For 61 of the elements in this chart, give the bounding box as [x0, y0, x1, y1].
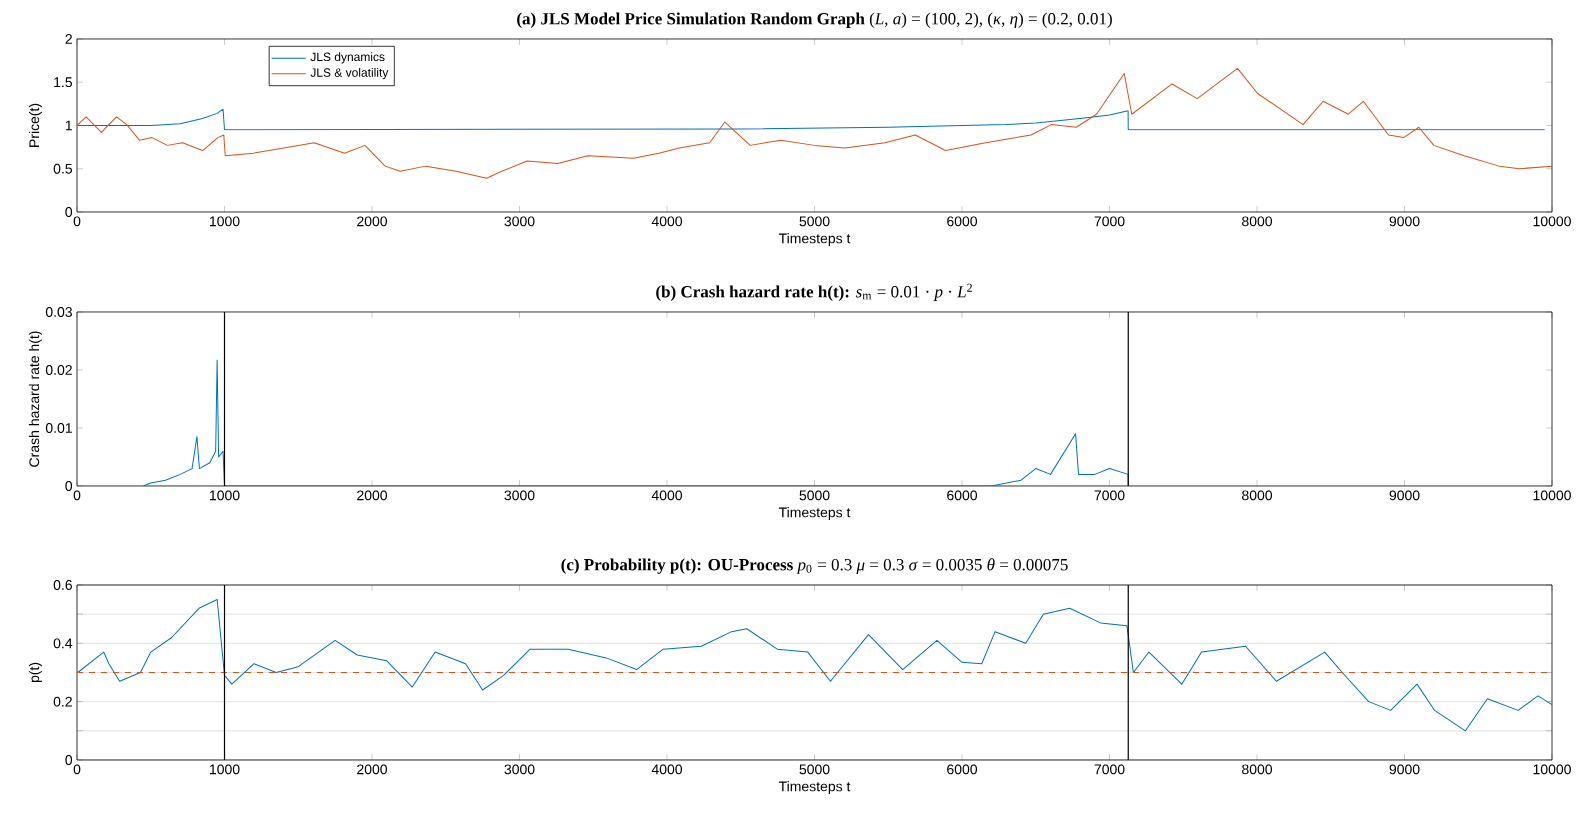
x-tick-label: 9000: [1389, 764, 1420, 775]
x-tick-label: 8000: [1242, 490, 1273, 501]
x-tick-label: 2000: [357, 490, 388, 501]
y-tick-label: 1: [65, 120, 72, 131]
x-tick-label: 2000: [357, 764, 388, 775]
x-tick-label: 7000: [1094, 216, 1125, 227]
x-tick-label: 0: [73, 764, 81, 775]
x-tick-label: 1000: [210, 216, 240, 227]
x-tick-label: 2000: [357, 216, 388, 227]
x-tick-label: 0: [73, 216, 81, 227]
x-axis-title: Timesteps t: [778, 507, 851, 521]
x-axis-title: Timesteps t: [778, 233, 851, 247]
y-tick-label: 0.4: [53, 638, 73, 649]
y-tick-label: 2: [65, 34, 72, 44]
y-tick-label: 0.02: [45, 365, 72, 375]
y-tick-label: 0.6: [53, 580, 72, 590]
x-tick-label: 8000: [1242, 764, 1273, 775]
x-tick-label: 3000: [504, 216, 535, 227]
chart-title: (b) Crash hazard rate h(t): s$_{m}$ = 0.01 · p · L$^{2}$: [656, 283, 972, 301]
x-tick-label: 3000: [504, 490, 535, 501]
y-tick-label: 1.5: [54, 77, 72, 88]
line-series: [77, 108, 1546, 131]
x-tick-label: 4000: [651, 764, 683, 775]
x-tick-label: 4000: [651, 490, 683, 501]
y-tick-label: 0.5: [53, 163, 72, 174]
x-tick-label: 10000: [1533, 216, 1571, 227]
x-tick-label: 9000: [1389, 216, 1420, 227]
line-series: [77, 599, 1553, 732]
x-tick-label: 1000: [210, 764, 240, 775]
line-series: [142, 359, 1129, 486]
y-tick-label: 0: [65, 755, 73, 765]
y-tick-label: 0: [65, 481, 73, 491]
y-tick-label: 0: [65, 207, 73, 217]
x-tick-label: 8000: [1242, 216, 1273, 227]
x-tick-label: 1000: [210, 490, 240, 501]
x-axis-title: Timesteps t: [778, 781, 851, 795]
x-tick-label: 9000: [1389, 490, 1420, 501]
y-tick-label: 0.03: [45, 307, 72, 317]
x-tick-label: 6000: [947, 216, 978, 227]
chart-title: (a) JLS Model Price Simulation Random Graph (L, a) = (100, 2), (κ, η) = (0.2, 0.01): [517, 12, 1112, 28]
legend-label: JLS & volatility: [310, 67, 389, 80]
x-tick-label: 6000: [947, 764, 978, 775]
x-tick-label: 4000: [651, 216, 683, 227]
y-tick-label: 0.01: [45, 423, 72, 433]
x-tick-label: 10000: [1533, 764, 1571, 775]
line-series: [77, 67, 1553, 179]
x-tick-label: 6000: [947, 490, 978, 501]
x-tick-label: 7000: [1094, 490, 1125, 501]
x-tick-label: 10000: [1533, 490, 1571, 501]
legend-label: JLS dynamics: [310, 52, 385, 64]
chart-title: (c) Probability p(t): OU-Process p$_{0}$ = 0.3 μ = 0.3 σ = 0.0035 θ = 0.00075: [561, 558, 1068, 574]
y-axis-title: Price(t): [28, 103, 42, 147]
x-tick-label: 3000: [504, 764, 535, 775]
x-tick-label: 5000: [799, 764, 830, 775]
y-tick-label: 0.2: [53, 696, 72, 707]
x-tick-label: 0: [73, 490, 81, 501]
y-axis-title: p(t): [28, 662, 42, 683]
x-tick-label: 7000: [1094, 764, 1125, 775]
y-axis-title: Crash hazard rate h(t): [28, 331, 42, 467]
x-tick-label: 5000: [799, 490, 830, 501]
x-tick-label: 5000: [799, 216, 830, 227]
